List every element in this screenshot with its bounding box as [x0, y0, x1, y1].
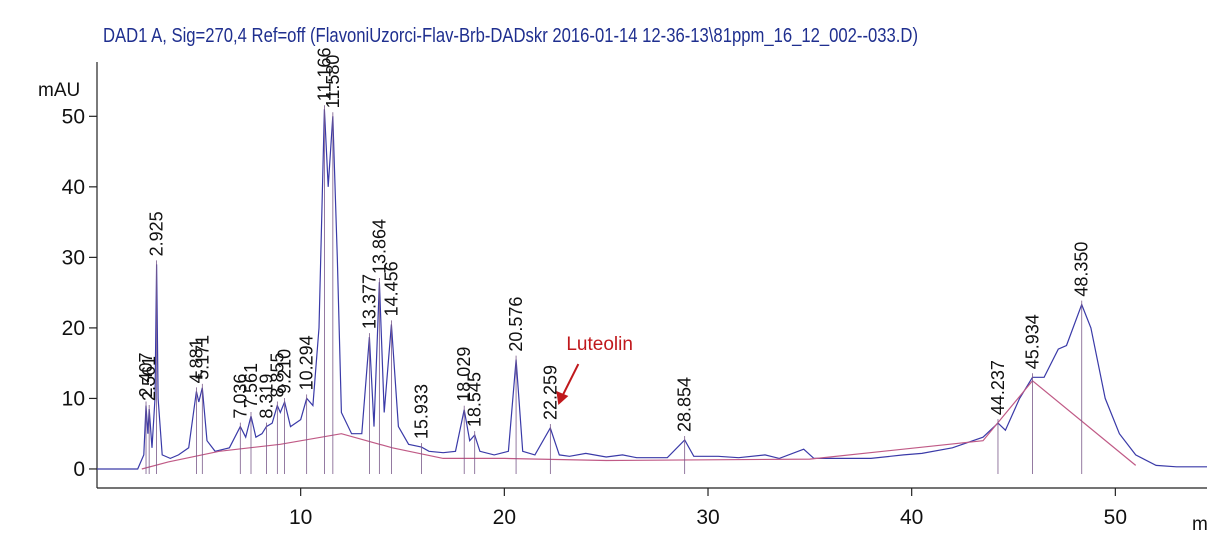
annotation: Luteolin: [566, 334, 633, 355]
peak-label: 22.259: [540, 365, 560, 420]
peak-label: 13.864: [369, 219, 389, 274]
trace: [141, 379, 1137, 470]
y-tick-label: 0: [73, 458, 85, 481]
peak-label: 10.294: [297, 335, 317, 390]
annotation-arrowhead: [556, 391, 569, 406]
peak-label: 18.029: [454, 347, 474, 402]
peak-label: 20.576: [506, 297, 526, 352]
y-tick-label: 10: [62, 387, 85, 410]
peak-label: 18.545: [465, 372, 485, 427]
peak-label: 8.855: [267, 352, 287, 397]
peak-label: 45.934: [1023, 314, 1043, 369]
y-tick-label: 30: [62, 246, 85, 269]
peak-label: 2.407: [136, 352, 156, 397]
peak-label: 28.854: [675, 377, 695, 432]
peak-label: 2.925: [147, 211, 167, 256]
y-tick-label: 40: [62, 176, 85, 199]
y-tick-label: 50: [62, 105, 85, 128]
peak-label: 7.036: [230, 374, 250, 419]
x-axis-label: min: [1192, 514, 1207, 535]
y-axis-label: mAU: [38, 80, 80, 101]
x-tick-label: 50: [1104, 506, 1127, 529]
peak-label: 48.350: [1072, 242, 1092, 297]
x-tick-label: 10: [289, 506, 312, 529]
peak-label: 11.580: [323, 55, 343, 109]
peak-label: 11.166: [314, 48, 334, 102]
peak-label: 7.561: [241, 363, 261, 408]
x-tick-label: 30: [696, 506, 719, 529]
peak-label: 5.171: [192, 335, 212, 380]
peak-label: 4.881: [186, 338, 206, 383]
peak-label: 44.237: [988, 360, 1008, 415]
peak-label: 15.933: [412, 384, 432, 439]
chart-title: DAD1 A, Sig=270,4 Ref=off (FlavoniUzorci…: [103, 25, 918, 47]
peak-label: 14.456: [381, 261, 401, 316]
peak-label: 8.319: [256, 374, 276, 419]
x-tick-label: 20: [493, 506, 516, 529]
peak-label: 2.561: [139, 356, 159, 401]
x-tick-label: 40: [900, 506, 923, 529]
peak-label: 9.210: [275, 349, 295, 394]
peak-label: 13.377: [359, 274, 379, 329]
y-tick-label: 20: [62, 317, 85, 340]
